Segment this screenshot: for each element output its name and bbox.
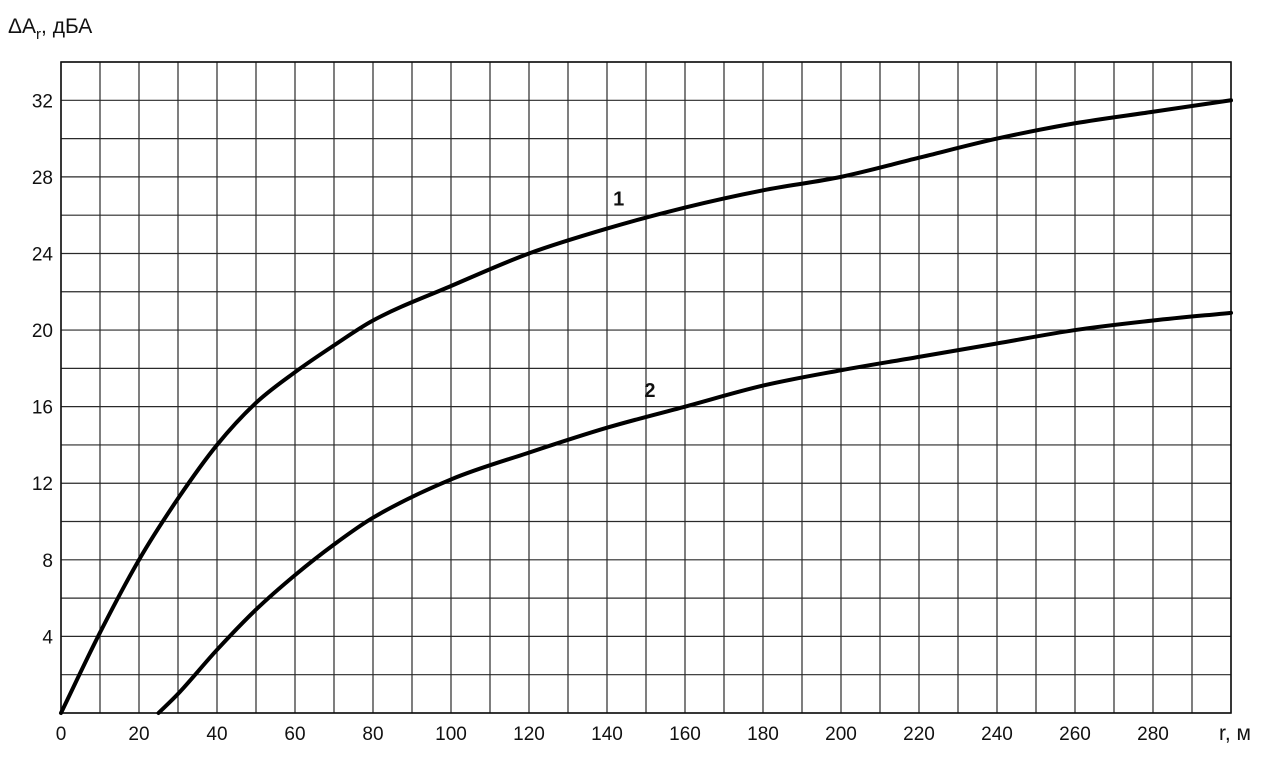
y-axis-title-main: ΔA — [8, 15, 36, 38]
series-1-label: 1 — [613, 189, 624, 211]
x-tick-label: 0 — [56, 724, 67, 745]
x-tick-label: 120 — [513, 724, 545, 745]
x-tick-label: 220 — [903, 724, 935, 745]
y-axis-title: ΔAr, дБА — [8, 15, 92, 43]
y-axis-title-unit: , дБА — [41, 15, 92, 38]
plot-frame — [60, 61, 1232, 714]
series-1-line — [59, 98, 1233, 715]
x-tick-label: 20 — [128, 724, 149, 745]
x-tick-label: 160 — [669, 724, 701, 745]
x-tick-label: 80 — [362, 724, 383, 745]
y-tick-label: 24 — [32, 244, 54, 265]
x-tick-label: 260 — [1059, 724, 1091, 745]
series-2-label: 2 — [644, 380, 655, 402]
x-tick-label: 240 — [981, 724, 1013, 745]
y-tick-label: 20 — [32, 321, 53, 342]
x-tick-label: 100 — [435, 724, 467, 745]
x-axis-title: r, м — [1219, 722, 1251, 745]
y-tick-label: 16 — [32, 398, 53, 419]
y-tick-label: 4 — [42, 627, 53, 648]
x-tick-label: 140 — [591, 724, 623, 745]
y-tick-label: 28 — [32, 168, 53, 189]
y-tick-label: 32 — [32, 91, 53, 112]
y-axis-title-sub: r — [36, 26, 41, 43]
x-tick-label: 60 — [284, 724, 305, 745]
grid — [60, 61, 1232, 714]
series-2-line — [156, 310, 1233, 715]
x-tick-label: 280 — [1137, 724, 1169, 745]
curves — [59, 98, 1233, 715]
y-tick-label: 8 — [42, 551, 53, 572]
x-tick-label: 180 — [747, 724, 779, 745]
y-tick-label: 12 — [32, 474, 53, 495]
curve-labels: 12 — [613, 189, 655, 402]
x-tick-label: 40 — [206, 724, 227, 745]
x-tick-label: 200 — [825, 724, 857, 745]
tick-labels: 0 20 40 60 80 100 120 140 160 180 200 220 240 260 2804… — [32, 91, 1169, 745]
